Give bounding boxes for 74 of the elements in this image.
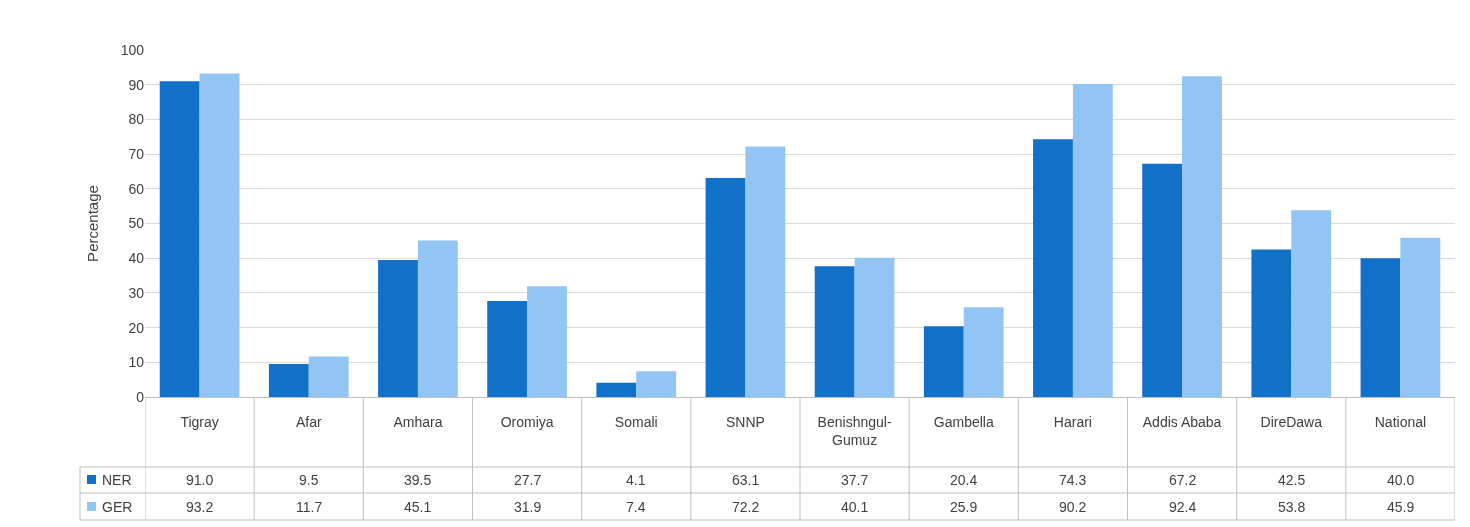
legend-label: NER (102, 472, 132, 488)
bar (1400, 237, 1441, 397)
data-label: 45.9 (1387, 499, 1415, 515)
bar (487, 300, 528, 397)
bar (268, 364, 309, 397)
bar (308, 356, 349, 397)
y-tick-label: 20 (128, 319, 145, 336)
data-label: 90.2 (1059, 499, 1087, 515)
y-tick-label: 30 (128, 284, 145, 301)
y-tick-label: 100 (120, 41, 145, 58)
bar (159, 81, 200, 397)
y-tick-label: 40 (128, 250, 145, 267)
x-tick-label: Gambella (933, 413, 994, 430)
y-tick-label: 10 (128, 354, 145, 371)
data-label: 93.2 (186, 499, 214, 515)
bar (527, 286, 567, 397)
y-tick-label: 70 (128, 146, 145, 162)
legend-label: GER (102, 499, 133, 515)
y-tick-label: 50 (128, 215, 145, 232)
data-label: 53.8 (1278, 499, 1306, 515)
x-tick-label: National (1374, 413, 1427, 430)
bar (963, 307, 1004, 397)
data-label: 25.9 (950, 499, 978, 515)
data-label: 92.4 (1169, 499, 1197, 515)
data-label: 31.9 (514, 499, 542, 515)
data-label: 37.7 (841, 472, 869, 488)
data-label: 27.7 (514, 472, 542, 488)
x-tick-label: DireDawa (1260, 413, 1323, 430)
bar (1142, 163, 1183, 397)
bar (705, 178, 746, 397)
x-tick-label: Tigray (180, 413, 219, 430)
x-tick-label: Oromiya (500, 413, 554, 430)
data-label: 91.0 (186, 472, 214, 488)
data-label: 40.1 (841, 499, 869, 515)
x-tick-label: Harari (1053, 413, 1092, 430)
data-label: 63.1 (732, 472, 760, 488)
y-axis-title: Percentage (83, 185, 101, 262)
bar (923, 326, 964, 397)
data-label: 74.3 (1059, 472, 1087, 488)
data-label: 72.2 (732, 499, 760, 515)
data-label: 9.5 (299, 472, 319, 488)
bar (378, 259, 418, 397)
bar (1072, 84, 1113, 397)
x-tick-label: Addis Ababa (1142, 413, 1222, 430)
bar (854, 257, 895, 397)
data-label: 39.5 (404, 472, 432, 488)
bar (1291, 210, 1332, 397)
data-label: 4.1 (626, 472, 646, 488)
y-tick-label: 0 (136, 388, 145, 405)
bar (199, 73, 240, 397)
bar (636, 371, 677, 397)
x-tick-label: Somali (614, 413, 658, 430)
bar (596, 382, 637, 397)
y-tick-label: 90 (128, 76, 145, 93)
data-label: 45.1 (404, 499, 432, 515)
data-label: 67.2 (1169, 472, 1197, 488)
data-label: 42.5 (1278, 472, 1306, 488)
data-label: 11.7 (296, 499, 323, 515)
bar (1182, 76, 1222, 397)
bar (1251, 249, 1292, 397)
bar (814, 266, 855, 397)
bar (745, 146, 786, 397)
bar (417, 240, 458, 397)
y-tick-label: 80 (128, 111, 145, 128)
bar (1360, 258, 1401, 397)
y-tick-label: 60 (128, 180, 145, 197)
x-tick-label: SNNP (725, 413, 765, 430)
data-label: 40.0 (1387, 472, 1415, 488)
x-tick-label: Afar (295, 413, 322, 430)
data-label: 7.4 (626, 499, 646, 515)
x-tick-label: Amhara (393, 413, 443, 430)
bar (1033, 139, 1073, 397)
x-tick-label: Benishngul-Gumuz (817, 413, 892, 448)
data-label: 20.4 (950, 472, 978, 488)
